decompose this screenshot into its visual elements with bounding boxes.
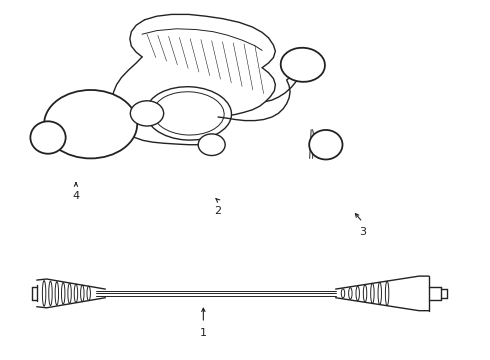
Ellipse shape: [198, 134, 225, 156]
Text: 1: 1: [200, 328, 207, 338]
Ellipse shape: [30, 121, 66, 154]
Ellipse shape: [130, 101, 164, 126]
Ellipse shape: [309, 130, 343, 159]
Text: 3: 3: [359, 227, 366, 237]
Text: 2: 2: [215, 206, 221, 216]
Text: 4: 4: [73, 191, 79, 201]
Ellipse shape: [146, 87, 231, 140]
Circle shape: [44, 90, 137, 158]
Ellipse shape: [281, 48, 325, 82]
